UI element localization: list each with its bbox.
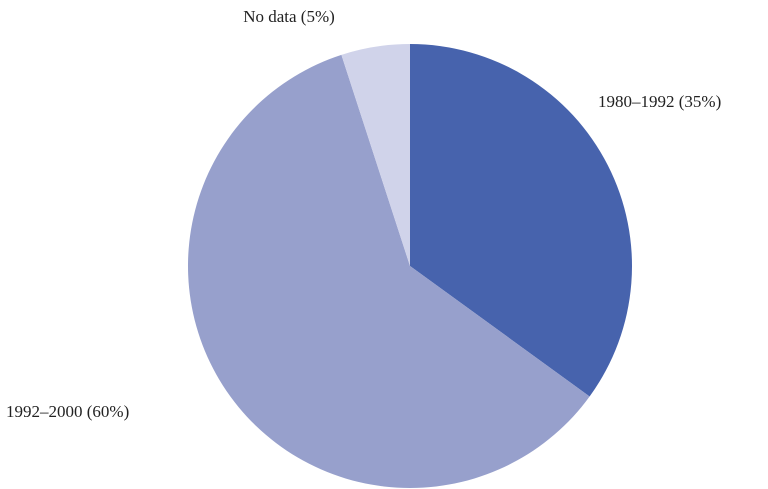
slice-label: 1980–1992 (35%) [598, 92, 721, 111]
value-label: (35%) [679, 92, 721, 111]
slice-label: 1992–2000 (60%) [6, 402, 129, 421]
pie-slice [410, 44, 632, 397]
pie-slice [187, 54, 590, 489]
category-label: No data [243, 7, 297, 26]
pie-slice [341, 44, 410, 266]
category-label: 1992–2000 [6, 402, 83, 421]
pie [187, 44, 632, 489]
category-label: 1980–1992 [598, 92, 675, 111]
value-label: (5%) [301, 7, 335, 26]
slice-label: No data (5%) [243, 7, 335, 26]
value-label: (60%) [87, 402, 129, 421]
